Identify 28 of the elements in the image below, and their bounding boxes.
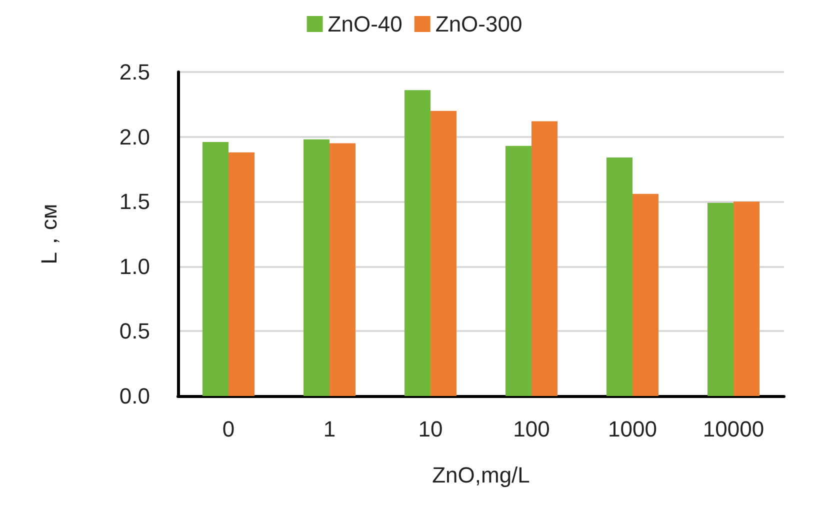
x-tick-label: 100 bbox=[513, 416, 550, 442]
y-axis-title: L，см bbox=[36, 204, 62, 264]
y-tick-label: 1.5 bbox=[119, 189, 150, 214]
bar bbox=[506, 146, 532, 396]
x-tick-label: 1000 bbox=[608, 416, 657, 442]
bar bbox=[404, 90, 430, 396]
bar bbox=[228, 152, 254, 396]
bar bbox=[532, 121, 558, 396]
bar bbox=[202, 142, 228, 396]
x-axis-title: ZnO,mg/L bbox=[432, 462, 530, 488]
bar bbox=[304, 139, 330, 396]
bar bbox=[430, 110, 456, 396]
x-tick-label: 10000 bbox=[702, 416, 764, 442]
bar bbox=[708, 202, 734, 396]
x-tick-label: 10 bbox=[418, 416, 443, 442]
bar bbox=[734, 202, 760, 396]
y-tick-label: 0.0 bbox=[119, 384, 150, 408]
bar bbox=[330, 143, 356, 396]
x-tick-label: 0 bbox=[222, 416, 235, 442]
bar bbox=[632, 194, 658, 396]
y-tick-label: 2.0 bbox=[119, 124, 150, 150]
y-tick-label: 0.5 bbox=[119, 318, 150, 344]
legend-label: ZnO-40 bbox=[328, 12, 402, 36]
bar bbox=[606, 158, 632, 396]
x-tick-label: 1 bbox=[323, 416, 336, 442]
y-tick-label: 2.5 bbox=[119, 60, 150, 84]
legend-label: ZnO-300 bbox=[435, 12, 522, 36]
y-tick-label: 1.0 bbox=[119, 254, 150, 279]
